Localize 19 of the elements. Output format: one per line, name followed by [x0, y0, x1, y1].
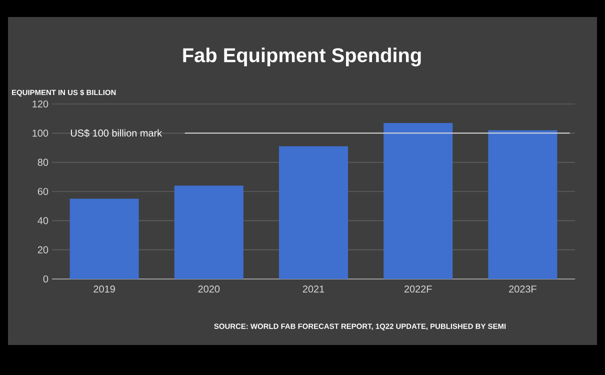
y-tick-label: 40 — [38, 217, 48, 224]
bar — [488, 130, 558, 279]
bar — [278, 146, 348, 279]
bar — [384, 122, 453, 279]
x-tick-label: 2022F — [404, 286, 432, 293]
bar — [174, 186, 244, 279]
y-tick-label: 0 — [43, 275, 48, 283]
x-tick-label: 2023F — [509, 286, 536, 293]
x-tick-label: 2020 — [198, 286, 220, 293]
bar — [70, 198, 139, 279]
y-tick-label: 120 — [32, 100, 48, 108]
y-tick-label: 20 — [38, 246, 48, 254]
chart-title: Fab Equipment Spending — [183, 48, 421, 66]
ref-line-label: US$ 100 billion mark — [70, 129, 162, 138]
y-tick-label: 80 — [38, 158, 48, 166]
x-tick-label: 2019 — [94, 286, 115, 293]
x-tick-label: 2021 — [302, 286, 324, 293]
y-tick-label: 100 — [32, 130, 48, 137]
y-tick-label: 60 — [38, 188, 48, 196]
